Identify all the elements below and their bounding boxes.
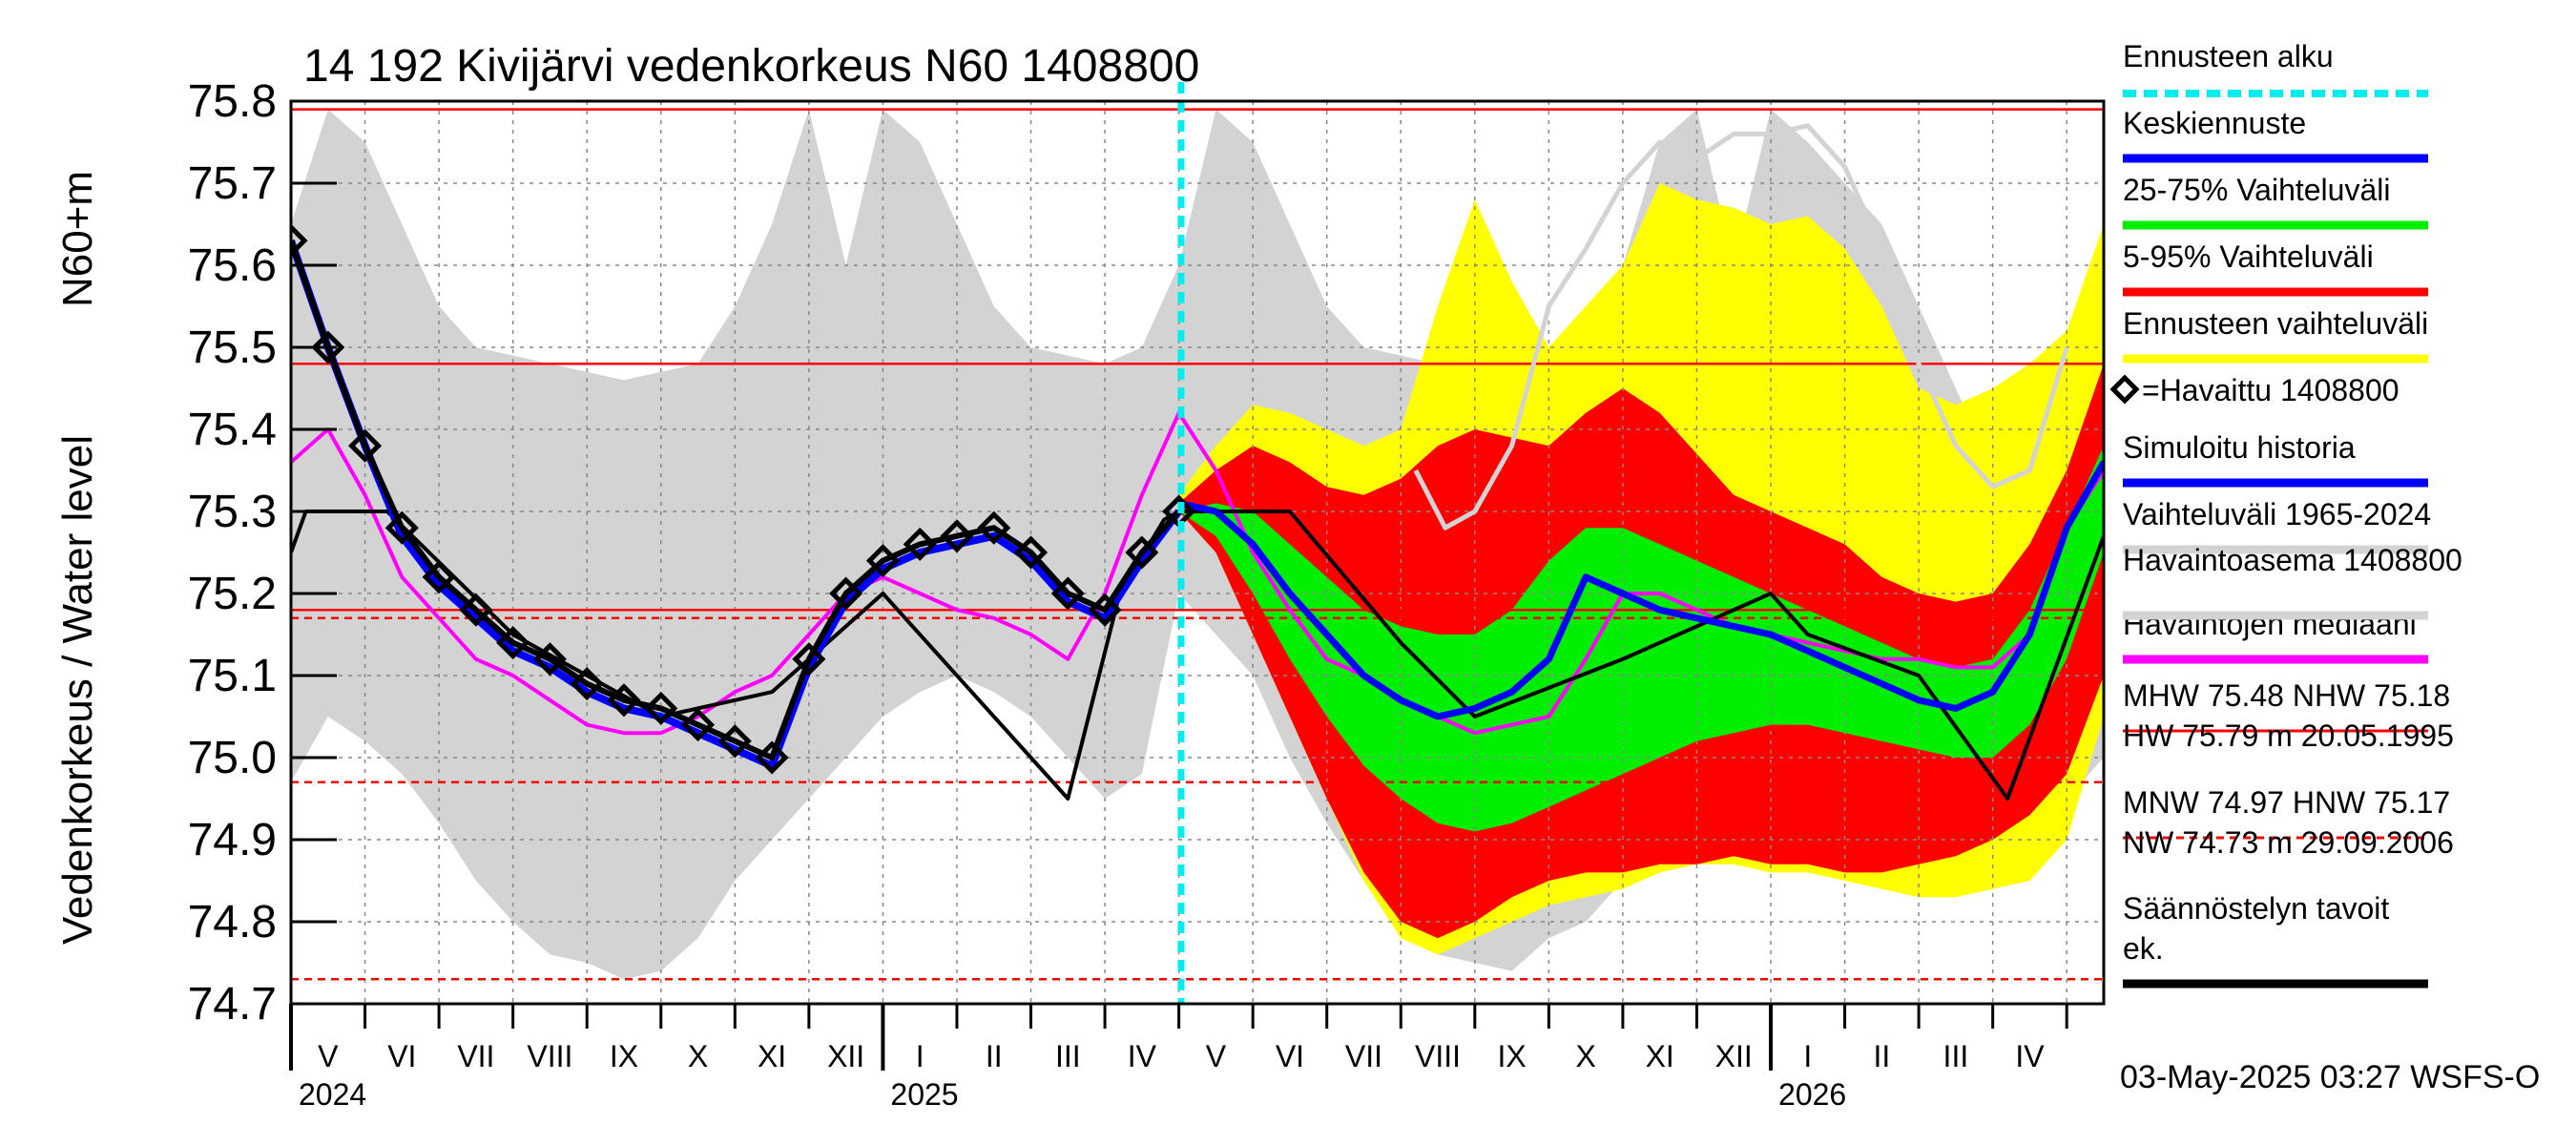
y-tick-label: 74.7	[188, 979, 277, 1030]
x-year-label: 2025	[890, 1077, 958, 1112]
legend-label: Säännöstelyn tavoit	[2123, 891, 2389, 926]
station-light-line	[1413, 123, 2069, 531]
x-month-label: XII	[1715, 1039, 1753, 1073]
x-month-label: XII	[827, 1039, 864, 1073]
legend-label: =Havaittu 1408800	[2142, 373, 2399, 407]
x-month-label: V	[1206, 1039, 1227, 1073]
plot-frame	[289, 99, 2106, 1006]
x-month-label: X	[688, 1039, 708, 1073]
y-tick-label: 75.1	[188, 651, 277, 701]
x-month-label: VIII	[1415, 1039, 1461, 1073]
x-month-label: IV	[2015, 1039, 2045, 1073]
observed-point	[644, 691, 678, 725]
x-month-label: IX	[610, 1039, 638, 1073]
legend-label: HW 75.79 m 20.05.1995	[2123, 718, 2454, 753]
median-line	[291, 410, 2104, 736]
x-month-label: III	[1943, 1039, 1969, 1073]
legend-label: MNW 74.97 HNW 75.17	[2123, 785, 2450, 820]
observed-point	[755, 740, 789, 775]
y-tick-label: 75.0	[188, 733, 277, 783]
x-month-label: X	[1575, 1039, 1595, 1073]
observed-point	[717, 724, 752, 759]
y-axis-unit: N60+m	[54, 171, 101, 307]
x-month-label: VIII	[527, 1039, 572, 1073]
observed-point	[940, 519, 974, 553]
y-tick-label: 75.4	[188, 405, 277, 455]
observed-point	[607, 683, 641, 718]
x-month-label: VI	[387, 1039, 416, 1073]
x-month-label: VI	[1276, 1039, 1304, 1073]
legend-marker	[2109, 374, 2140, 405]
legend-label: ek.	[2123, 931, 2164, 966]
y-tick-label: 75.3	[188, 487, 277, 537]
x-month-label: XI	[758, 1039, 786, 1073]
observed-point	[792, 642, 826, 677]
y-tick-label: 75.2	[188, 569, 277, 619]
x-month-label: I	[1803, 1039, 1812, 1073]
observed-point	[1050, 576, 1085, 611]
x-month-label: V	[318, 1039, 339, 1073]
x-month-label: II	[986, 1039, 1003, 1073]
observed-point	[311, 330, 345, 364]
x-year-label: 2024	[299, 1077, 366, 1112]
observed-point	[829, 576, 863, 611]
mean-forecast-line	[1177, 460, 2104, 720]
y-tick-label: 75.8	[188, 76, 277, 127]
series-lines	[291, 82, 2104, 1004]
chart-title: 14 192 Kivijärvi vedenkorkeus N60 140880…	[303, 41, 1199, 92]
observed-point	[977, 510, 1011, 545]
legend-label: Vaihteluväli 1965-2024	[2123, 497, 2431, 531]
observed-line	[291, 239, 1181, 760]
y-tick-label: 74.9	[188, 815, 277, 865]
legend-label: NW 74.73 m 29.09.2006	[2123, 825, 2454, 860]
legend-label: 25-75% Vaihteluväli	[2123, 173, 2390, 207]
footer-timestamp: 03-May-2025 03:27 WSFS-O	[2120, 1059, 2540, 1095]
observed-point	[903, 527, 937, 561]
observed-point	[1088, 593, 1122, 627]
y-tick-label: 74.8	[188, 897, 277, 947]
x-month-label: VII	[1345, 1039, 1382, 1073]
legend: Ennusteen alku Keskiennuste 25-75% Vaihtel…	[2109, 39, 2462, 989]
observed-point	[422, 560, 456, 594]
simulated-history-line	[291, 239, 1182, 770]
observed-point	[532, 642, 567, 677]
observed-point	[1125, 535, 1159, 570]
observed-point	[1013, 535, 1049, 570]
y-tick-label: 75.5	[188, 323, 277, 373]
y-tick-label: 75.7	[188, 158, 277, 209]
y-axis-label: Vedenkorkeus / Water level	[54, 435, 101, 945]
legend-label: Ennusteen vaihteluväli	[2123, 306, 2428, 341]
x-month-label: VII	[457, 1039, 494, 1073]
range-25-75-band	[1178, 446, 2104, 832]
legend-label: Keskiennuste	[2123, 106, 2306, 140]
axes: 75.8 75.7 75.6 75.5 75.4 75.3 75.2 75.1 75.0 74.9…	[188, 76, 2106, 1112]
observed-markers	[291, 223, 1196, 775]
legend-label: Ennusteen alku	[2123, 39, 2334, 73]
observed-point	[459, 593, 493, 627]
x-month-label: II	[1873, 1039, 1890, 1073]
legend-label: MHW 75.48 NHW 75.18	[2123, 678, 2450, 713]
legend-label: 5-95% Vaihteluväli	[2123, 239, 2374, 274]
x-year-label: 2026	[1778, 1077, 1846, 1112]
legend-label: Simuloitu historia	[2123, 430, 2356, 465]
observed-point	[570, 667, 604, 701]
observed-point	[496, 626, 530, 660]
x-month-label: I	[916, 1039, 924, 1073]
legend-label: Havaintoasema 1408800	[2123, 543, 2462, 577]
observed-point	[348, 428, 383, 463]
x-month-label: IV	[1128, 1039, 1157, 1073]
x-month-label: III	[1055, 1039, 1081, 1073]
observed-point	[680, 708, 716, 742]
observed-point	[865, 544, 900, 578]
y-tick-label: 75.6	[188, 240, 277, 291]
reference-lines	[291, 108, 2104, 981]
observed-point	[291, 223, 308, 258]
observed-point	[384, 510, 419, 545]
x-month-label: XI	[1646, 1039, 1674, 1073]
x-month-label: IX	[1497, 1039, 1526, 1073]
forecast-bands	[291, 109, 2104, 980]
